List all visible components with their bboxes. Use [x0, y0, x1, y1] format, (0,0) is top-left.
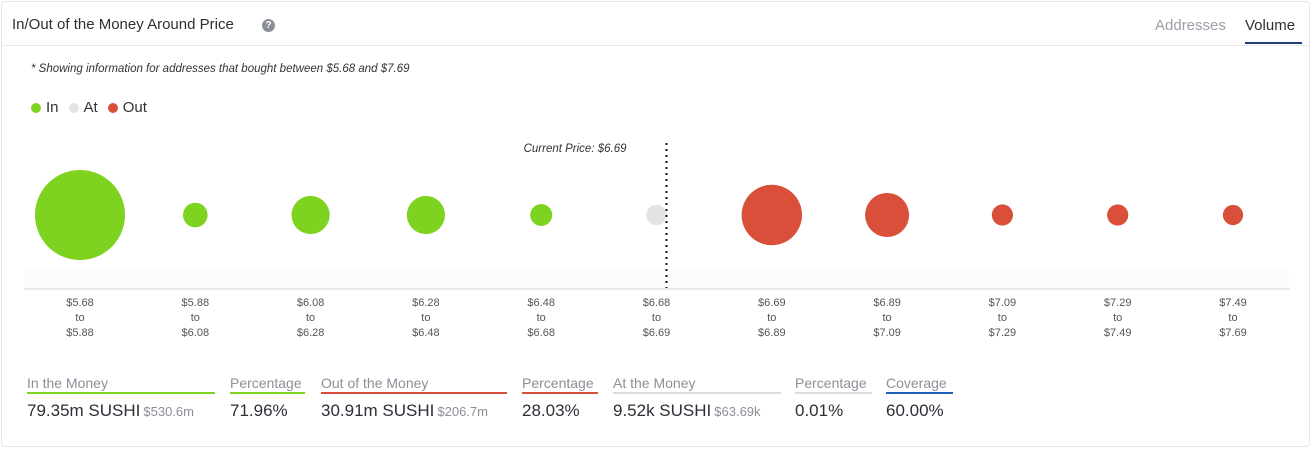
x-tick-from-10: $7.49: [1219, 297, 1247, 309]
in-the-money-usd: $530.6m: [143, 404, 194, 419]
x-tick-from-1: $5.88: [182, 297, 210, 309]
legend-item-at[interactable]: At: [68, 99, 98, 116]
x-tick-to-2: $6.28: [297, 327, 325, 339]
x-tick-to-word-3: to: [421, 312, 430, 324]
out-of-the-money-usd: $206.7m: [437, 404, 488, 419]
chart-legend: In At Out: [31, 99, 157, 116]
at-the-money-amount: 9.52k SUSHI: [613, 401, 712, 420]
x-tick-to-word-2: to: [306, 312, 315, 324]
question-circle-icon[interactable]: ?: [262, 19, 275, 32]
legend-item-out[interactable]: Out: [107, 99, 147, 116]
card-header: In/Out of the Money Around Price ? Addre…: [2, 2, 1309, 46]
bubble-out-8: [991, 204, 1014, 226]
at-the-money-usd: $63.69k: [714, 404, 761, 419]
tab-volume[interactable]: Volume: [1245, 17, 1296, 34]
x-tick-to-0: $5.88: [66, 327, 94, 339]
x-tick-to-7: $7.09: [873, 327, 901, 339]
x-tick-to-word-0: to: [75, 312, 84, 324]
stat-label-coverage: Coverage: [886, 375, 953, 394]
current-price-label: Current Price: $6.69: [524, 143, 628, 155]
legend-label-at: At: [83, 99, 98, 116]
out-percentage-value: 28.03%: [522, 401, 580, 420]
stat-at-percentage: Percentage 0.01%: [795, 375, 872, 421]
legend-dot-out: [107, 102, 118, 113]
x-tick-from-7: $6.89: [873, 297, 901, 309]
x-tick-to-word-7: to: [883, 312, 892, 324]
bubble-out-7: [865, 193, 910, 237]
bubble-in-0: [35, 170, 125, 260]
bubble-in-4: [530, 204, 553, 226]
bubble-in-3: [406, 195, 445, 235]
x-tick-to-word-1: to: [191, 312, 200, 324]
x-tick-to-3: $6.48: [412, 327, 440, 339]
x-tick-to-8: $7.29: [989, 327, 1017, 339]
legend-dot-in: [31, 102, 41, 113]
at-percentage-value: 0.01%: [795, 401, 844, 420]
x-tick-to-word-6: to: [767, 312, 776, 324]
x-tick-to-4: $6.68: [527, 327, 555, 339]
x-tick-to-1: $6.08: [182, 327, 210, 339]
bubble-in-2: [291, 195, 330, 235]
stat-label-in-percentage: Percentage: [230, 375, 305, 394]
stat-value-at-the-money: 9.52k SUSHI $63.69k: [613, 401, 781, 421]
stat-in-percentage: Percentage 71.96%: [230, 375, 305, 421]
legend-label-in: In: [46, 99, 59, 116]
legend-label-out: Out: [122, 99, 147, 116]
stat-out-of-the-money: Out of the Money 30.91m SUSHI $206.7m: [321, 375, 507, 421]
bubble-in-1: [183, 202, 208, 228]
in-percentage-value: 71.96%: [230, 401, 288, 420]
x-tick-to-5: $6.69: [643, 327, 671, 339]
coverage-value: 60.00%: [886, 401, 944, 420]
x-tick-to-word-5: to: [652, 312, 661, 324]
stat-value-in-the-money: 79.35m SUSHI $530.6m: [27, 401, 215, 421]
out-of-the-money-amount: 30.91m SUSHI: [321, 401, 435, 420]
stat-label-in-the-money: In the Money: [27, 375, 215, 394]
x-tick-to-word-8: to: [998, 312, 1007, 324]
stat-label-out-of-the-money: Out of the Money: [321, 375, 507, 394]
legend-item-in[interactable]: In: [31, 99, 59, 116]
stat-at-the-money: At the Money 9.52k SUSHI $63.69k: [613, 375, 781, 421]
x-tick-from-9: $7.29: [1104, 297, 1132, 309]
x-tick-to-word-10: to: [1228, 312, 1237, 324]
x-tick-from-2: $6.08: [297, 297, 325, 309]
x-tick-to-word-4: to: [537, 312, 546, 324]
active-tab-indicator: [1245, 42, 1302, 44]
stat-label-at-percentage: Percentage: [795, 375, 872, 394]
x-tick-to-10: $7.69: [1219, 327, 1247, 339]
stat-label-out-percentage: Percentage: [522, 375, 598, 394]
bubble-out-6: [741, 184, 802, 246]
x-tick-to-9: $7.49: [1104, 327, 1132, 339]
stat-value-out-of-the-money: 30.91m SUSHI $206.7m: [321, 401, 507, 421]
x-tick-from-6: $6.69: [758, 297, 786, 309]
bubble-out-9: [1107, 204, 1129, 226]
bubble-at-5: [646, 204, 667, 226]
range-note: * Showing information for addresses that…: [31, 63, 410, 75]
x-tick-to-6: $6.89: [758, 327, 786, 339]
tab-addresses[interactable]: Addresses: [1155, 17, 1226, 34]
x-tick-from-5: $6.68: [643, 297, 671, 309]
x-tick-from-8: $7.09: [989, 297, 1017, 309]
card-title: In/Out of the Money Around Price: [12, 16, 234, 33]
stat-coverage: Coverage 60.00%: [886, 375, 953, 421]
stat-out-percentage: Percentage 28.03%: [522, 375, 598, 421]
in-the-money-amount: 79.35m SUSHI: [27, 401, 141, 420]
summary-stats: In the Money 79.35m SUSHI $530.6m Percent…: [2, 375, 1309, 425]
stat-label-at-the-money: At the Money: [613, 375, 781, 394]
legend-dot-at: [68, 102, 79, 113]
x-tick-to-word-9: to: [1113, 312, 1122, 324]
x-tick-from-3: $6.28: [412, 297, 440, 309]
stat-in-the-money: In the Money 79.35m SUSHI $530.6m: [27, 375, 215, 421]
plot-area-band: [24, 270, 1289, 288]
x-tick-from-0: $5.68: [66, 297, 94, 309]
x-tick-from-4: $6.48: [527, 297, 555, 309]
bubble-out-10: [1222, 204, 1244, 226]
